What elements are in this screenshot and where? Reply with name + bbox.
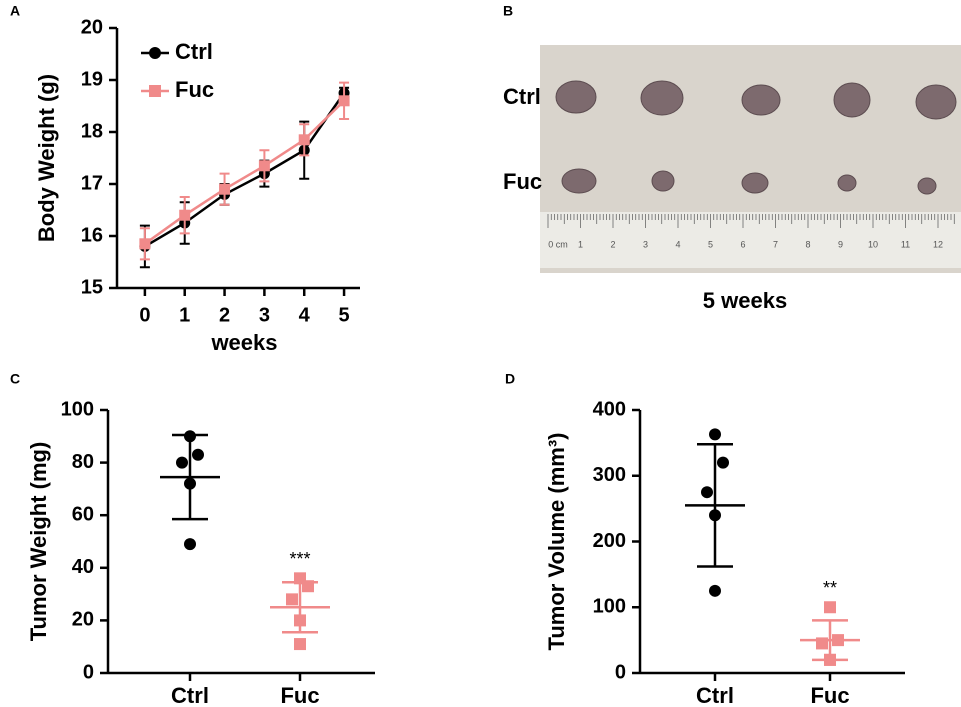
point [824,601,836,614]
point [176,456,188,469]
y-tick-label: 100 [593,596,626,618]
row-label: Fuc [503,169,542,194]
point [709,584,721,597]
ruler-label: 5 [708,239,713,249]
y-tick-label: 100 [61,398,94,420]
y-tick-label: 40 [72,556,94,578]
legend-marker [149,47,161,59]
point [701,486,713,499]
ruler-label: 1 [578,239,583,249]
ruler-label: 9 [838,239,843,249]
panel-label: C [10,371,20,387]
legend-label: Ctrl [175,39,213,64]
y-tick-label: 200 [593,530,626,552]
panel-label: D [505,371,515,387]
panel-label: B [503,3,513,19]
x-tick-label: 5 [339,304,350,326]
line [144,99,345,245]
y-axis-label: Body Weight (g) [34,74,59,242]
error-bar [172,433,208,521]
y-tick-label: 15 [81,276,103,298]
y-tick-label: 0 [615,661,626,683]
significance: *** [289,549,310,569]
point [184,538,196,551]
point [179,209,191,221]
y-tick-label: 20 [72,609,94,631]
point [338,95,350,107]
point [298,134,310,146]
x-tick-label: Fuc [280,683,319,707]
error-bar [812,619,848,662]
x-axis-label: weeks [210,330,277,355]
panel-label: A [10,3,20,19]
point [219,183,231,195]
significance: ** [823,578,837,598]
y-tick-label: 60 [72,503,94,525]
y-tick-label: 0 [83,661,94,683]
ruler-label: 6 [740,239,745,249]
point [717,456,729,469]
legend-marker [149,85,161,97]
tumor-photo [540,45,961,273]
x-tick-label: 3 [259,304,270,326]
ruler-label: 8 [805,239,810,249]
error-bar [282,581,318,634]
y-tick-label: 300 [593,464,626,486]
line [144,92,346,248]
point [286,593,298,606]
legend-label: Fuc [175,77,214,102]
x-tick-label: 2 [219,304,230,326]
point [294,638,306,651]
ruler-label: 0 cm [548,239,568,249]
x-tick-label: Ctrl [171,683,209,707]
point [709,428,721,441]
tumors [555,80,957,195]
error-bar [697,442,733,568]
x-tick-label: Ctrl [696,683,734,707]
point [192,448,204,461]
row-label: Ctrl [503,84,541,109]
ruler-label: 7 [773,239,778,249]
x-tick-label: 1 [179,304,190,326]
y-tick-label: 16 [81,224,103,246]
ruler-label: 11 [901,239,910,249]
y-tick-label: 18 [81,120,103,142]
y-tick-label: 19 [81,68,103,90]
y-tick-label: 20 [81,16,103,38]
y-axis-label: Tumor Volume (mm³) [544,433,569,651]
ruler-label: 4 [675,239,680,249]
point [258,160,270,172]
ruler [540,212,961,268]
ruler-label: 2 [610,239,615,249]
x-tick-label: Fuc [810,683,849,707]
photo-caption: 5 weeks [703,288,787,313]
x-tick-label: 0 [139,304,150,326]
y-tick-label: 400 [593,398,626,420]
y-tick-label: 80 [72,451,94,473]
x-tick-label: 4 [299,304,311,326]
ruler-label: 3 [643,239,648,249]
point [139,238,151,250]
ruler-label: 12 [933,239,943,249]
y-axis-label: Tumor Weight (mg) [26,442,51,642]
ruler-label: 10 [868,239,878,249]
y-tick-label: 17 [81,172,103,194]
